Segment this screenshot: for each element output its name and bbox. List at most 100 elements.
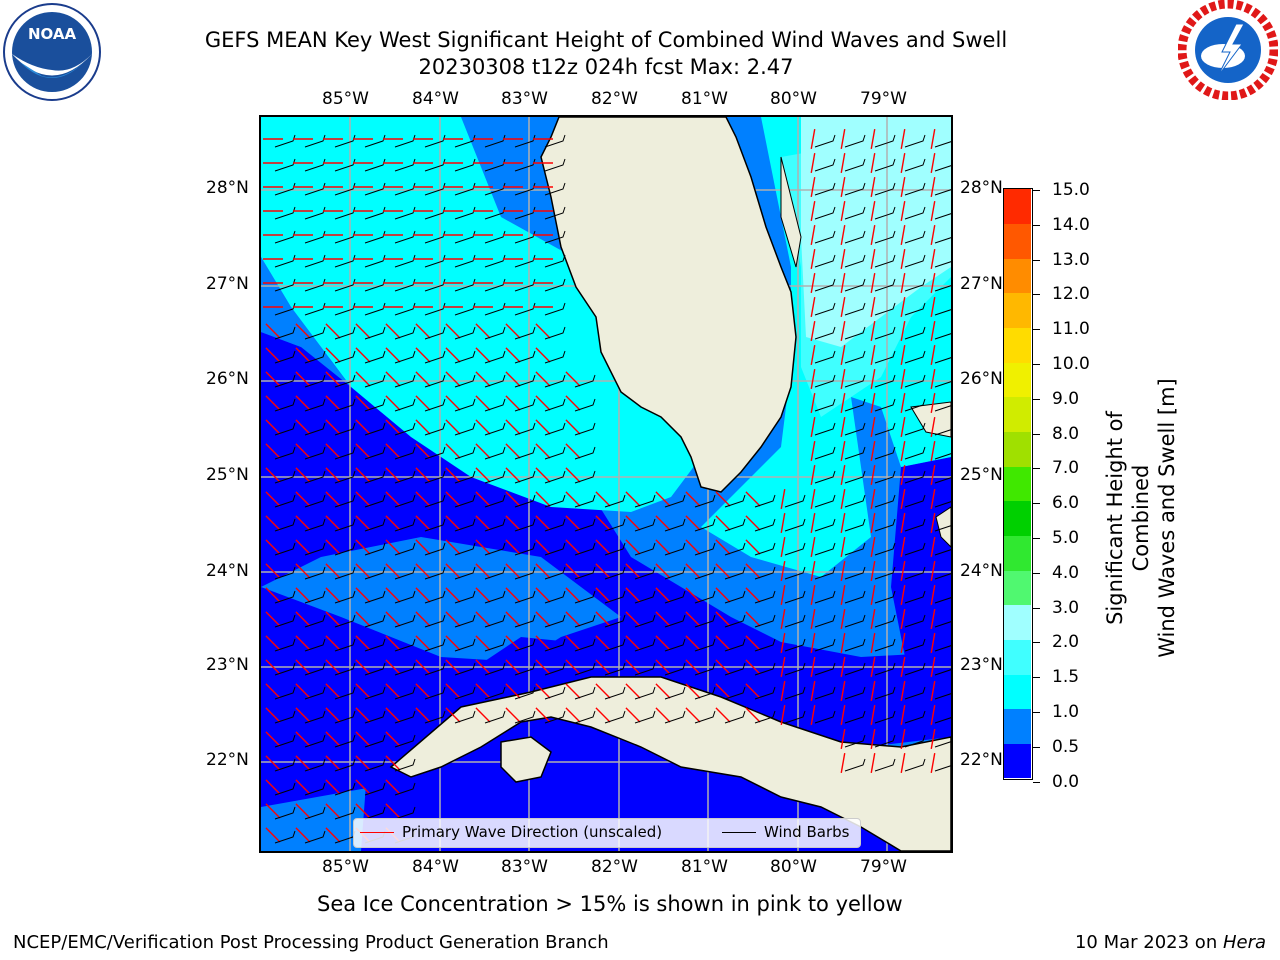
wind-barb xyxy=(604,542,626,556)
wind-barb xyxy=(364,206,386,220)
wave-arrow xyxy=(870,297,876,317)
wave-arrow xyxy=(295,563,311,579)
wave-arrow xyxy=(840,729,846,749)
wind-barb xyxy=(394,614,416,628)
wind-barb xyxy=(874,734,896,748)
wave-arrow xyxy=(265,611,281,627)
wave-arrow xyxy=(655,635,671,651)
wave-arrow xyxy=(930,417,936,437)
wind-barb xyxy=(514,230,536,244)
wave-arrow xyxy=(565,539,581,555)
wind-barb xyxy=(604,710,626,724)
wind-barb xyxy=(634,518,656,532)
wave-arrow xyxy=(870,153,876,173)
wave-arrow xyxy=(325,563,341,579)
wind-barb xyxy=(424,662,446,676)
wind-barb xyxy=(754,686,776,700)
wave-arrow xyxy=(265,587,281,603)
wind-barb xyxy=(454,230,476,244)
colorbar-band xyxy=(1004,431,1031,467)
wind-barb xyxy=(904,254,926,268)
wave-band-1.0-1.5 xyxy=(261,117,701,512)
wind-barb xyxy=(844,686,866,700)
wave-arrow xyxy=(595,563,611,579)
wind-barb xyxy=(514,158,536,172)
wind-barb xyxy=(544,542,566,556)
wind-barb xyxy=(814,182,836,196)
wave-arrow xyxy=(325,611,341,627)
wave-arrow xyxy=(565,395,581,411)
wave-arrow xyxy=(900,153,906,173)
wind-barb xyxy=(514,374,536,388)
wind-barb xyxy=(274,206,296,220)
wind-barb xyxy=(394,782,416,796)
wind-barb xyxy=(364,446,386,460)
wind-barb xyxy=(664,542,686,556)
wind-barb xyxy=(874,350,896,364)
wind-barb xyxy=(394,710,416,724)
lon-label-top: 79°W xyxy=(860,89,907,109)
wind-barb xyxy=(484,662,506,676)
wind-barb xyxy=(514,422,536,436)
wave-arrow xyxy=(900,561,906,581)
wind-barb xyxy=(304,782,326,796)
wind-barb xyxy=(364,758,386,772)
wave-arrow xyxy=(870,609,876,629)
wind-barb xyxy=(814,566,836,580)
wind-barb xyxy=(394,134,416,148)
wind-barb xyxy=(874,302,896,316)
wind-barb xyxy=(424,230,446,244)
wave-arrow xyxy=(870,393,876,413)
wave-band-2.0-3.0 xyxy=(801,117,951,347)
wind-barb xyxy=(484,470,506,484)
wind-barb xyxy=(274,158,296,172)
wind-barb xyxy=(934,381,951,388)
wind-barb xyxy=(394,206,416,220)
chart-title: GEFS MEAN Key West Significant Height of… xyxy=(204,28,1008,52)
wave-arrow xyxy=(505,443,521,459)
wave-arrow xyxy=(715,539,731,555)
wave-arrow xyxy=(505,467,521,483)
colorbar-tick-label: 14.0 xyxy=(1052,214,1090,235)
wave-arrow xyxy=(840,249,846,269)
wind-barb xyxy=(514,182,536,196)
wave-arrow xyxy=(505,515,521,531)
wind-barb xyxy=(574,710,596,724)
wave-arrow xyxy=(415,443,431,459)
wind-barb xyxy=(304,542,326,556)
lat-label-left: 22°N xyxy=(206,750,249,770)
wave-arrow xyxy=(265,467,281,483)
wind-barb xyxy=(304,518,326,532)
wave-arrow xyxy=(595,635,611,651)
wave-arrow xyxy=(810,537,816,557)
wave-arrow xyxy=(355,515,371,531)
wind-barb xyxy=(934,453,951,460)
wind-barb xyxy=(814,350,836,364)
wind-barb xyxy=(454,398,476,412)
wave-arrow xyxy=(475,659,491,675)
wave-arrow xyxy=(385,635,401,651)
wind-barb xyxy=(874,710,896,724)
wind-barb xyxy=(334,302,356,316)
wind-barb xyxy=(784,662,806,676)
wave-arrow xyxy=(445,539,461,555)
colorbar-tick-mark xyxy=(1033,398,1040,400)
wave-height-map[interactable] xyxy=(259,115,953,853)
colorbar-tick-mark xyxy=(1033,364,1040,365)
wind-barb xyxy=(394,326,416,340)
wind-barb xyxy=(514,614,536,628)
wind-barb xyxy=(754,662,776,676)
wave-arrow xyxy=(265,659,281,675)
wave-arrow xyxy=(355,419,371,435)
wave-arrow xyxy=(505,419,521,435)
wind-barb xyxy=(334,398,356,412)
wave-arrow xyxy=(295,443,311,459)
wave-arrow xyxy=(355,587,371,603)
wind-barb xyxy=(934,669,951,676)
wind-barb xyxy=(814,278,836,292)
wind-barb xyxy=(394,494,416,508)
wind-barb xyxy=(724,518,746,532)
wave-arrow xyxy=(745,707,761,723)
wind-barb xyxy=(754,710,776,724)
wind-barb xyxy=(724,710,746,724)
